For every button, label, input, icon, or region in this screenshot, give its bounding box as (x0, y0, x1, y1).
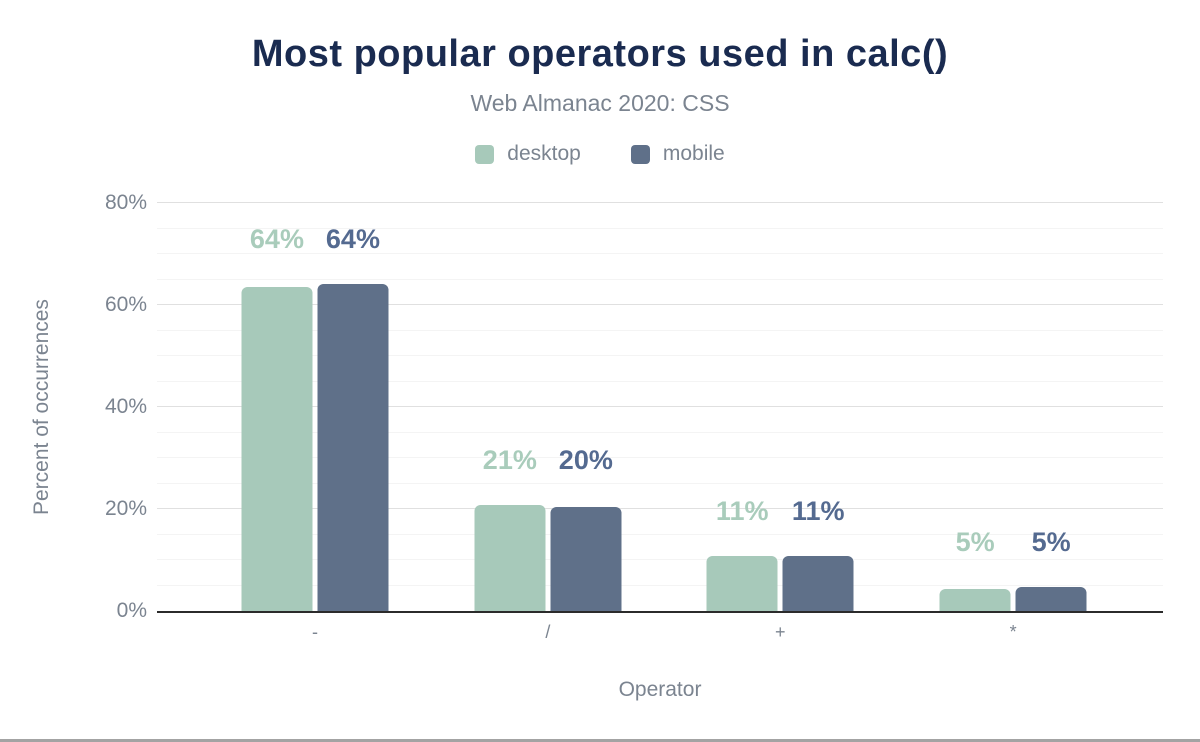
legend-item-desktop: desktop (475, 142, 581, 166)
y-tick-0: 0% (116, 599, 147, 622)
x-category-label-asterisk: * (1009, 622, 1017, 642)
value-label-desktop-plus: 11% (715, 495, 769, 526)
chart-title: Most popular operators used in calc() (251, 33, 949, 75)
gridline-50 (157, 355, 1163, 356)
gridline-30 (157, 457, 1163, 458)
bar-mobile-slash[interactable] (550, 507, 622, 611)
bar-group-asterisk: 5% 5% (939, 203, 1087, 611)
bar-desktop-minus[interactable] (241, 286, 313, 611)
value-label-desktop-minus: 64% (249, 224, 304, 255)
chart-subtitle: Web Almanac 2020: CSS (470, 90, 730, 116)
x-category-label-minus: - (311, 622, 318, 642)
value-labels-minus: 64% 64% (241, 226, 388, 253)
gridline-5 (157, 584, 1163, 586)
gridline-45 (157, 380, 1163, 382)
value-labels-asterisk: 5% 5% (940, 529, 1087, 556)
bar-group-plus: 11% 11% (706, 203, 854, 611)
gridline-65 (157, 278, 1163, 280)
value-labels-slash: 21% 20% (474, 444, 621, 475)
legend-swatch-desktop-icon (475, 144, 495, 164)
y-tick-labels: 0% 20% 40% 60% 80% (57, 191, 147, 622)
gridline-25 (157, 482, 1163, 484)
bar-group-minus: 64% 64% (241, 203, 389, 611)
x-category-label-slash: / (545, 622, 551, 642)
y-axis-title: Percent of occurrences (30, 299, 53, 515)
value-label-mobile-plus: 11% (791, 495, 845, 526)
gridline-20 (157, 508, 1163, 509)
value-label-mobile-asterisk: 5% (1031, 527, 1071, 558)
gridline-15 (157, 533, 1163, 535)
legend-item-mobile: mobile (630, 142, 725, 166)
bars-plus (706, 203, 854, 611)
gridline-75 (157, 227, 1163, 229)
y-tick-40: 40% (104, 395, 147, 418)
y-tick-80: 80% (104, 191, 147, 214)
legend-label-mobile: mobile (662, 142, 725, 165)
x-axis-title: Operator (618, 678, 702, 701)
y-tick-20: 20% (104, 497, 147, 520)
legend-swatch-mobile-icon (630, 144, 650, 164)
gridline-10 (157, 559, 1163, 560)
bars-slash (474, 203, 622, 611)
bar-group-slash: 21% 20% (474, 203, 622, 611)
bar-desktop-slash[interactable] (474, 504, 546, 611)
gridline-35 (157, 431, 1163, 433)
bars-asterisk (939, 203, 1087, 611)
plot-area: 64% 64% 21% 20% 11% 11% 5% 5% (157, 202, 1163, 613)
bars-minus (241, 203, 389, 611)
y-tick-60: 60% (104, 293, 147, 316)
x-category-labels: - / + * (157, 622, 1163, 644)
x-category-label-plus: + (774, 622, 786, 642)
value-label-mobile-slash: 20% (558, 444, 613, 475)
value-label-desktop-slash: 21% (482, 444, 537, 475)
bar-desktop-asterisk[interactable] (939, 589, 1011, 611)
value-labels-plus: 11% 11% (707, 495, 854, 526)
gridline-70 (157, 253, 1163, 254)
bar-desktop-plus[interactable] (706, 555, 778, 611)
value-label-mobile-minus: 64% (325, 224, 380, 255)
legend-label-desktop: desktop (507, 142, 581, 165)
value-label-desktop-asterisk: 5% (955, 527, 995, 558)
bar-mobile-asterisk[interactable] (1015, 587, 1087, 611)
bar-mobile-minus[interactable] (317, 284, 389, 611)
gridline-80 (157, 202, 1163, 203)
gridline-60 (157, 304, 1163, 305)
gridline-55 (157, 329, 1163, 331)
page-bottom-border (0, 739, 1200, 742)
gridline-40 (157, 406, 1163, 407)
legend: desktop mobile (0, 141, 1200, 167)
bar-mobile-plus[interactable] (782, 555, 854, 611)
